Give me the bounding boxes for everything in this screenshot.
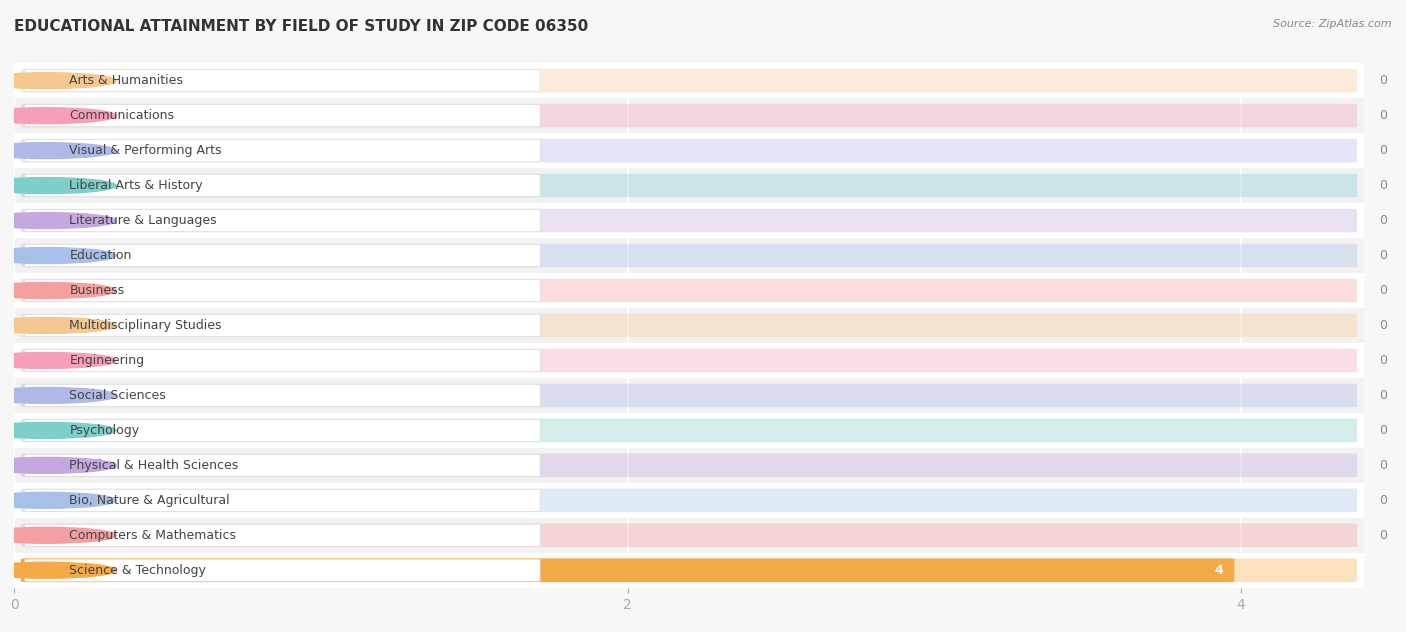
Text: 0: 0 xyxy=(1379,529,1388,542)
Text: Communications: Communications xyxy=(69,109,174,122)
Circle shape xyxy=(0,212,117,229)
Text: Psychology: Psychology xyxy=(69,424,139,437)
Bar xyxy=(14,133,1364,168)
Text: 0: 0 xyxy=(1379,144,1388,157)
Text: Science & Technology: Science & Technology xyxy=(69,564,207,577)
Text: Bio, Nature & Agricultural: Bio, Nature & Agricultural xyxy=(69,494,231,507)
Text: 0: 0 xyxy=(1379,74,1388,87)
Text: 4: 4 xyxy=(1213,564,1223,577)
FancyBboxPatch shape xyxy=(21,209,1357,233)
FancyBboxPatch shape xyxy=(25,70,540,92)
FancyBboxPatch shape xyxy=(21,559,1357,582)
Bar xyxy=(14,308,1364,343)
Text: 0: 0 xyxy=(1379,319,1388,332)
Text: Physical & Health Sciences: Physical & Health Sciences xyxy=(69,459,239,472)
Text: 0: 0 xyxy=(1379,494,1388,507)
Text: 0: 0 xyxy=(1379,109,1388,122)
Circle shape xyxy=(0,107,117,124)
Bar xyxy=(14,98,1364,133)
Text: 0: 0 xyxy=(1379,424,1388,437)
FancyBboxPatch shape xyxy=(21,559,1234,582)
Text: EDUCATIONAL ATTAINMENT BY FIELD OF STUDY IN ZIP CODE 06350: EDUCATIONAL ATTAINMENT BY FIELD OF STUDY… xyxy=(14,19,588,34)
FancyBboxPatch shape xyxy=(21,244,1357,267)
Text: Literature & Languages: Literature & Languages xyxy=(69,214,217,227)
Text: Source: ZipAtlas.com: Source: ZipAtlas.com xyxy=(1274,19,1392,29)
Circle shape xyxy=(0,73,117,88)
FancyBboxPatch shape xyxy=(25,279,540,301)
Bar xyxy=(14,378,1364,413)
Bar xyxy=(14,273,1364,308)
Bar xyxy=(14,553,1364,588)
FancyBboxPatch shape xyxy=(21,454,1357,477)
FancyBboxPatch shape xyxy=(21,523,1357,547)
Text: Liberal Arts & History: Liberal Arts & History xyxy=(69,179,202,192)
FancyBboxPatch shape xyxy=(25,384,540,406)
Circle shape xyxy=(0,248,117,264)
FancyBboxPatch shape xyxy=(25,105,540,126)
FancyBboxPatch shape xyxy=(25,489,540,511)
FancyBboxPatch shape xyxy=(21,418,1357,442)
Bar xyxy=(14,343,1364,378)
Bar xyxy=(14,518,1364,553)
Text: 0: 0 xyxy=(1379,214,1388,227)
FancyBboxPatch shape xyxy=(25,174,540,197)
FancyBboxPatch shape xyxy=(25,559,540,581)
FancyBboxPatch shape xyxy=(25,454,540,477)
FancyBboxPatch shape xyxy=(25,140,540,162)
Bar xyxy=(14,238,1364,273)
Text: Education: Education xyxy=(69,249,132,262)
FancyBboxPatch shape xyxy=(25,349,540,372)
FancyBboxPatch shape xyxy=(25,525,540,546)
Bar xyxy=(14,413,1364,448)
Circle shape xyxy=(0,562,117,578)
Circle shape xyxy=(0,527,117,544)
Circle shape xyxy=(0,387,117,403)
Bar xyxy=(14,203,1364,238)
Circle shape xyxy=(0,317,117,334)
Text: Multidisciplinary Studies: Multidisciplinary Studies xyxy=(69,319,222,332)
Text: Business: Business xyxy=(69,284,124,297)
FancyBboxPatch shape xyxy=(21,313,1357,337)
Circle shape xyxy=(0,143,117,159)
FancyBboxPatch shape xyxy=(25,420,540,441)
Text: 0: 0 xyxy=(1379,179,1388,192)
FancyBboxPatch shape xyxy=(21,139,1357,162)
Text: Social Sciences: Social Sciences xyxy=(69,389,166,402)
Circle shape xyxy=(0,458,117,473)
Circle shape xyxy=(0,492,117,508)
Bar xyxy=(14,448,1364,483)
Bar xyxy=(14,168,1364,203)
Text: 0: 0 xyxy=(1379,459,1388,472)
FancyBboxPatch shape xyxy=(21,279,1357,302)
Text: Computers & Mathematics: Computers & Mathematics xyxy=(69,529,236,542)
Text: 0: 0 xyxy=(1379,284,1388,297)
Text: 0: 0 xyxy=(1379,354,1388,367)
FancyBboxPatch shape xyxy=(21,349,1357,372)
Text: Engineering: Engineering xyxy=(69,354,145,367)
Bar xyxy=(14,63,1364,98)
Text: 0: 0 xyxy=(1379,249,1388,262)
FancyBboxPatch shape xyxy=(25,245,540,267)
FancyBboxPatch shape xyxy=(21,174,1357,197)
FancyBboxPatch shape xyxy=(25,315,540,336)
Text: Arts & Humanities: Arts & Humanities xyxy=(69,74,183,87)
Text: 0: 0 xyxy=(1379,389,1388,402)
FancyBboxPatch shape xyxy=(21,384,1357,407)
FancyBboxPatch shape xyxy=(25,210,540,231)
FancyBboxPatch shape xyxy=(21,104,1357,128)
FancyBboxPatch shape xyxy=(21,489,1357,512)
Circle shape xyxy=(0,283,117,298)
Bar xyxy=(14,483,1364,518)
FancyBboxPatch shape xyxy=(21,69,1357,92)
Circle shape xyxy=(0,422,117,439)
Circle shape xyxy=(0,178,117,193)
Circle shape xyxy=(0,353,117,368)
Text: Visual & Performing Arts: Visual & Performing Arts xyxy=(69,144,222,157)
